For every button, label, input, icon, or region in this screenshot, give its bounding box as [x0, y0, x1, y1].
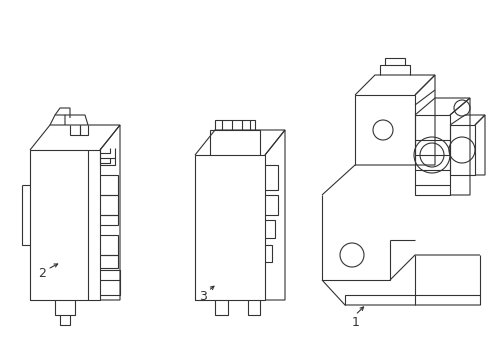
- Text: 3: 3: [199, 291, 207, 303]
- Text: 1: 1: [351, 316, 359, 329]
- Text: 2: 2: [38, 267, 46, 280]
